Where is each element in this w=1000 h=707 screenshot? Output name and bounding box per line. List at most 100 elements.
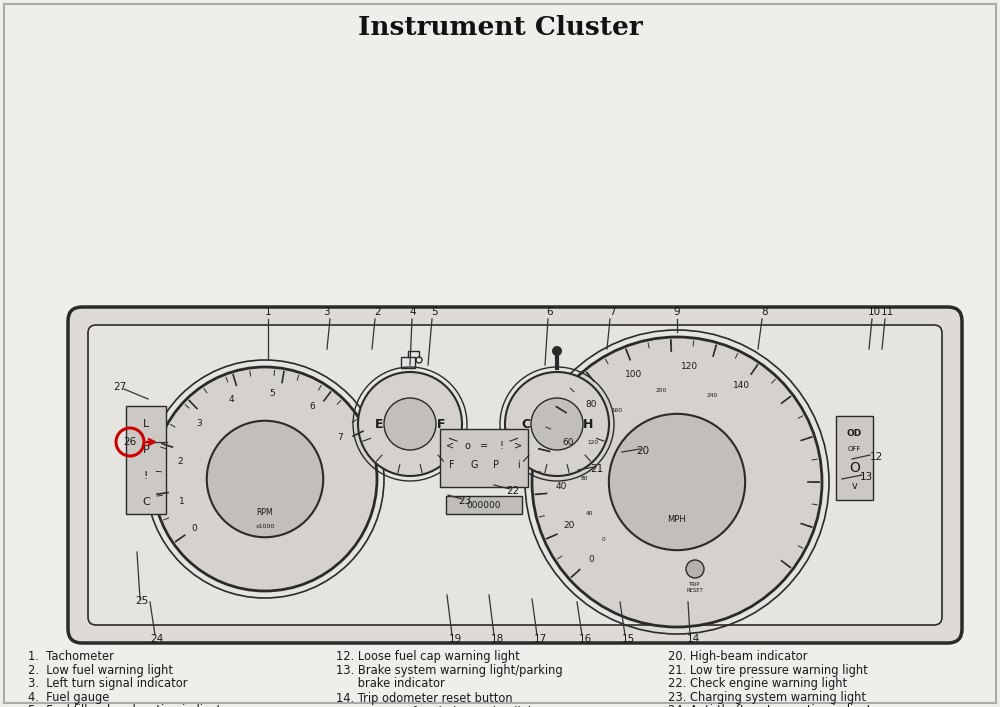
- Text: 000000: 000000: [467, 501, 501, 510]
- FancyBboxPatch shape: [68, 307, 962, 643]
- Text: 0: 0: [191, 524, 197, 533]
- Text: 23. Charging system warning light: 23. Charging system warning light: [668, 691, 866, 703]
- Text: 6: 6: [547, 307, 553, 317]
- Text: =: =: [480, 441, 488, 451]
- Text: 1.  Tachometer: 1. Tachometer: [28, 650, 114, 663]
- Text: 22. Check engine warning light: 22. Check engine warning light: [668, 677, 847, 690]
- Text: 80: 80: [585, 400, 597, 409]
- Text: 160: 160: [612, 409, 623, 414]
- Text: 20: 20: [564, 521, 575, 530]
- Text: !: !: [499, 441, 503, 451]
- Text: C: C: [521, 418, 530, 431]
- Text: 12: 12: [869, 452, 883, 462]
- Text: 14: 14: [686, 634, 700, 644]
- Text: 20. High-beam indicator: 20. High-beam indicator: [668, 650, 808, 663]
- Text: 7: 7: [338, 433, 343, 442]
- Text: !: !: [144, 471, 148, 481]
- Text: H: H: [583, 418, 593, 431]
- Text: 4: 4: [410, 307, 416, 317]
- Circle shape: [532, 337, 822, 627]
- Text: OFF: OFF: [848, 446, 861, 452]
- Text: 5: 5: [270, 389, 275, 397]
- Text: P: P: [143, 445, 149, 455]
- Text: 7: 7: [609, 307, 615, 317]
- Text: 22: 22: [506, 486, 520, 496]
- Text: 120: 120: [587, 440, 598, 445]
- Text: 20: 20: [636, 446, 650, 456]
- Bar: [836, 416, 873, 500]
- Text: 24: 24: [150, 634, 164, 644]
- Circle shape: [686, 560, 704, 578]
- Bar: [401, 357, 415, 368]
- Circle shape: [531, 398, 583, 450]
- Text: 3.  Left turn signal indicator: 3. Left turn signal indicator: [28, 677, 188, 690]
- Text: 10: 10: [867, 307, 881, 317]
- Text: 2: 2: [375, 307, 381, 317]
- Text: 8: 8: [762, 307, 768, 317]
- Text: 200: 200: [655, 388, 667, 393]
- Circle shape: [505, 372, 609, 476]
- Text: 60: 60: [562, 438, 574, 447]
- Text: TRIP: TRIP: [689, 582, 701, 587]
- Text: 5: 5: [431, 307, 437, 317]
- Text: 25: 25: [135, 596, 149, 606]
- Text: RESET: RESET: [687, 588, 703, 593]
- Bar: [440, 429, 528, 487]
- Text: 4.  Fuel gauge: 4. Fuel gauge: [28, 691, 109, 703]
- Text: 100: 100: [625, 370, 642, 379]
- Text: 13. Brake system warning light/parking: 13. Brake system warning light/parking: [336, 664, 563, 677]
- Text: 21: 21: [590, 464, 604, 474]
- Text: 2: 2: [178, 457, 183, 466]
- Text: 15. Fasten safety belt warning light: 15. Fasten safety belt warning light: [336, 706, 540, 707]
- Text: 11: 11: [880, 307, 894, 317]
- Text: 4: 4: [228, 395, 234, 404]
- Text: 24. Anti-theft system active indicator: 24. Anti-theft system active indicator: [668, 704, 883, 707]
- Text: 14. Trip odometer reset button: 14. Trip odometer reset button: [336, 692, 513, 706]
- Text: 0: 0: [602, 537, 606, 542]
- Text: 3: 3: [323, 307, 329, 317]
- Text: F: F: [449, 460, 455, 470]
- Circle shape: [153, 367, 377, 591]
- Text: 15: 15: [621, 634, 635, 644]
- Text: 18: 18: [490, 634, 504, 644]
- Bar: [126, 406, 166, 514]
- Text: 6: 6: [309, 402, 315, 411]
- Circle shape: [609, 414, 745, 550]
- Text: 26: 26: [123, 437, 137, 447]
- Text: 19: 19: [448, 634, 462, 644]
- Text: 23: 23: [458, 496, 472, 506]
- Text: 21. Low tire pressure warning light: 21. Low tire pressure warning light: [668, 664, 868, 677]
- Text: 2.  Low fuel warning light: 2. Low fuel warning light: [28, 664, 173, 677]
- Circle shape: [552, 346, 562, 356]
- Text: 240: 240: [706, 394, 717, 399]
- Text: RPM: RPM: [257, 508, 273, 517]
- Text: Instrument Cluster: Instrument Cluster: [358, 15, 642, 40]
- Text: v: v: [852, 481, 857, 491]
- Text: C: C: [142, 497, 150, 507]
- Text: 1: 1: [179, 497, 185, 506]
- Text: O: O: [849, 461, 860, 475]
- Text: 80: 80: [581, 477, 588, 481]
- Text: 27: 27: [113, 382, 127, 392]
- Text: 120: 120: [681, 362, 698, 371]
- Text: 0: 0: [588, 555, 594, 564]
- Text: 1: 1: [265, 307, 271, 317]
- Text: MPH: MPH: [668, 515, 686, 524]
- Text: 40: 40: [555, 481, 567, 491]
- Text: P: P: [493, 460, 499, 470]
- Text: E: E: [375, 418, 383, 431]
- Circle shape: [358, 372, 462, 476]
- FancyBboxPatch shape: [88, 325, 942, 625]
- Text: L: L: [143, 419, 149, 429]
- Text: <: <: [446, 441, 454, 451]
- Text: 13: 13: [859, 472, 873, 482]
- Text: G: G: [470, 460, 478, 470]
- Text: i: i: [517, 460, 519, 470]
- Circle shape: [207, 421, 323, 537]
- Text: brake indicator: brake indicator: [336, 677, 445, 690]
- Text: 17: 17: [533, 634, 547, 644]
- Text: >: >: [514, 441, 522, 451]
- Bar: [446, 496, 522, 514]
- Text: o: o: [464, 441, 470, 451]
- Text: 3: 3: [196, 419, 202, 428]
